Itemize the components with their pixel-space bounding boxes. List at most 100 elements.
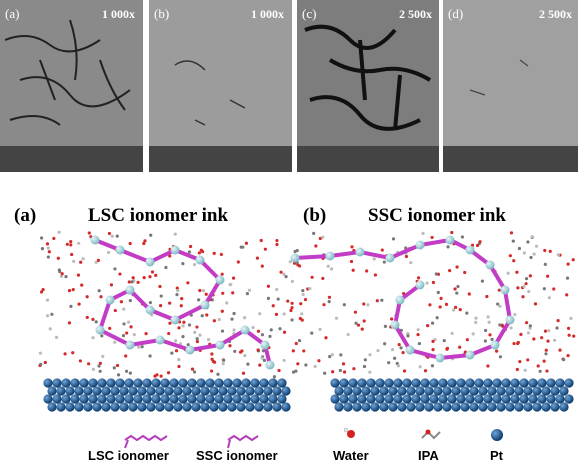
pt-atom: [268, 378, 277, 387]
solvent-atom: [481, 280, 484, 283]
solvent-atom: [376, 349, 379, 352]
solvent-atom: [487, 315, 490, 318]
solvent-atom: [328, 296, 331, 299]
solvent-atom: [361, 328, 364, 331]
solvent-atom: [99, 362, 102, 365]
pt-atom: [277, 378, 286, 387]
solvent-atom: [527, 331, 530, 334]
pt-atom: [164, 402, 173, 411]
solvent-atom: [548, 296, 551, 299]
solvent-atom: [201, 314, 204, 317]
pt-atom: [343, 402, 352, 411]
pt-atom: [555, 378, 564, 387]
solvent-atom: [222, 362, 225, 365]
solvent-atom: [225, 301, 228, 304]
solvent-atom: [113, 267, 116, 270]
panel-label: (c): [302, 6, 316, 21]
solvent-atom: [221, 292, 224, 295]
pt-atom: [205, 378, 214, 387]
pt-atom: [155, 402, 164, 411]
solvent-atom: [513, 313, 516, 316]
pt-atom: [465, 378, 474, 387]
solvent-atom: [122, 322, 125, 325]
solvent-atom: [69, 240, 72, 243]
solvent-atom: [526, 358, 529, 361]
solvent-atom: [47, 255, 50, 258]
solvent-atom: [454, 306, 457, 309]
pt-atom: [65, 386, 74, 395]
solvent-atom: [149, 234, 152, 237]
solvent-atom: [321, 277, 324, 280]
pt-atom: [469, 402, 478, 411]
solvent-atom: [478, 240, 481, 243]
solvent-atom: [387, 361, 390, 364]
pt-atom: [56, 386, 65, 395]
solvent-atom: [72, 260, 75, 263]
solvent-atom: [198, 289, 201, 292]
pt-atom: [429, 394, 438, 403]
pt-atom: [151, 394, 160, 403]
pt-atom: [559, 402, 568, 411]
solvent-atom: [466, 338, 469, 341]
solvent-atom: [198, 251, 201, 254]
solvent-atom: [516, 286, 519, 289]
solvent-atom: [193, 370, 196, 373]
solvent-atom: [79, 359, 82, 362]
pt-atom: [460, 402, 469, 411]
pt-atom: [519, 394, 528, 403]
solvent-atom: [445, 348, 448, 351]
solvent-atom: [205, 293, 208, 296]
solvent-atom: [77, 303, 80, 306]
solvent-atom: [451, 332, 454, 335]
pt-atom: [501, 394, 510, 403]
solvent-atom: [48, 250, 51, 253]
solvent-atom: [141, 345, 144, 348]
water-icon: [344, 428, 348, 432]
pt-atom: [420, 394, 429, 403]
solvent-atom: [69, 305, 72, 308]
solvent-atom: [197, 298, 200, 301]
ionomer-bead: [146, 258, 155, 267]
info-bar: [297, 146, 439, 172]
solvent-atom: [174, 339, 177, 342]
solvent-atom: [213, 361, 216, 364]
pt-atom: [550, 402, 559, 411]
pt-atom: [74, 402, 83, 411]
solvent-atom: [296, 362, 299, 365]
solvent-atom: [256, 348, 259, 351]
ipa-icon: [426, 430, 431, 435]
solvent-atom: [137, 346, 140, 349]
solvent-atom: [458, 346, 461, 349]
pt-atom: [451, 402, 460, 411]
pt-atom: [456, 378, 465, 387]
pt-atom: [442, 402, 451, 411]
legend-label: SSC ionomer: [196, 448, 278, 463]
solvent-atom: [365, 269, 368, 272]
solvent-atom: [286, 300, 289, 303]
pt-atom: [128, 386, 137, 395]
solvent-atom: [347, 333, 350, 336]
solvent-atom: [292, 370, 295, 373]
solvent-atom: [354, 311, 357, 314]
ionomer-bead: [171, 246, 180, 255]
solvent-atom: [498, 323, 501, 326]
pt-atom: [110, 402, 119, 411]
pt-atom: [433, 386, 442, 395]
pt-atom: [460, 386, 469, 395]
solvent-atom: [86, 295, 89, 298]
pt-atom: [514, 402, 523, 411]
solvent-atom: [275, 239, 278, 242]
solvent-atom: [384, 325, 387, 328]
solvent-atom: [261, 357, 264, 360]
solvent-atom: [267, 297, 270, 300]
pt-icon: [491, 429, 503, 441]
solvent-atom: [46, 299, 49, 302]
ionomer-bead: [436, 354, 445, 363]
solvent-atom: [509, 326, 512, 329]
solvent-atom: [393, 357, 396, 360]
ionomer-bead: [491, 341, 500, 350]
pt-atom: [348, 378, 357, 387]
pt-atom: [209, 386, 218, 395]
solvent-atom: [142, 242, 145, 245]
solvent-atom: [279, 271, 282, 274]
